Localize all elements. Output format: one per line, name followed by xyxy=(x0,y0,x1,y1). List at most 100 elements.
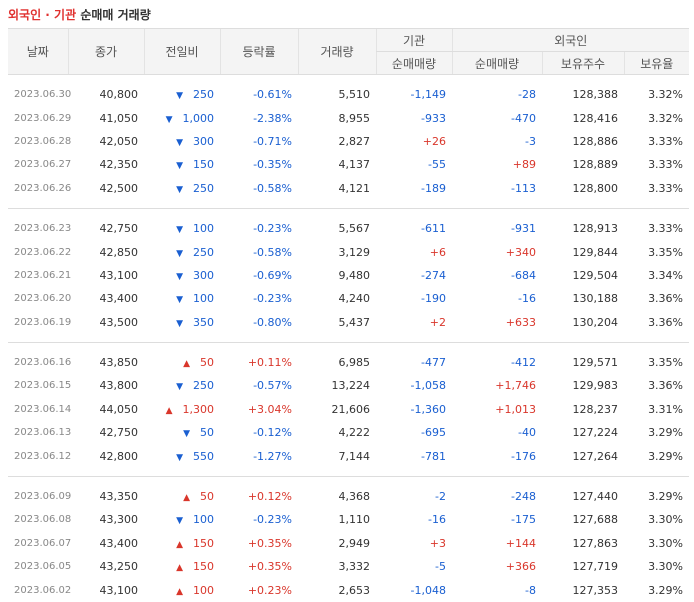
triangle-down-icon: ▼ xyxy=(176,452,183,463)
header-volume: 거래량 xyxy=(297,28,376,75)
header-change: 전일비 xyxy=(143,28,220,75)
cell-inst-net: -933 xyxy=(421,111,446,125)
cell-rate: -0.12% xyxy=(253,426,292,440)
triangle-down-icon: ▼ xyxy=(176,225,183,236)
triangle-down-icon: ▼ xyxy=(176,295,183,306)
cell-foreign-hold: 128,237 xyxy=(572,402,619,416)
table-row: 2023.06.30 40,800 ▼ 250 -0.61% 5,510 -1,149 -28… xyxy=(8,83,689,106)
cell-date: 2023.06.05 xyxy=(14,561,72,573)
cell-date: 2023.06.02 xyxy=(14,584,72,596)
table-body: 2023.06.30 40,800 ▼ 250 -0.61% 5,510 -1,149 -28… xyxy=(8,75,690,602)
group-gap xyxy=(8,477,689,485)
triangle-down-icon: ▼ xyxy=(176,91,183,102)
cell-volume: 6,985 xyxy=(338,356,371,370)
header-rate: 등락률 xyxy=(219,28,298,75)
table-row: 2023.06.12 42,800 ▼ 550 -1.27% 7,144 -781 -176 1… xyxy=(8,444,689,467)
cell-change: ▼ 550 xyxy=(144,444,220,467)
table-row: 2023.06.14 44,050 ▲ 1,300 +3.04% 21,606 -1,360… xyxy=(8,398,689,421)
cell-change-value: 100 xyxy=(193,292,214,306)
cell-foreign-ratio: 3.33% xyxy=(648,222,684,236)
cell-foreign-ratio: 3.30% xyxy=(648,560,684,574)
cell-volume: 4,240 xyxy=(338,292,371,306)
cell-foreign-hold: 127,440 xyxy=(572,490,619,504)
cell-volume: 7,144 xyxy=(338,449,371,463)
cell-volume: 21,606 xyxy=(331,402,371,416)
cell-foreign-hold: 129,983 xyxy=(572,379,619,393)
cell-change: ▼ 250 xyxy=(144,374,220,397)
triangle-up-icon: ▲ xyxy=(183,493,190,504)
triangle-up-icon: ▲ xyxy=(176,563,183,574)
cell-change: ▲ 150 xyxy=(144,555,220,578)
table-row: 2023.06.26 42,500 ▼ 250 -0.58% 4,121 -189 -113 1… xyxy=(8,177,689,200)
cell-foreign-net: -40 xyxy=(518,426,536,440)
triangle-down-icon: ▼ xyxy=(176,318,183,329)
cell-change-value: 150 xyxy=(193,158,214,172)
cell-rate: -0.71% xyxy=(253,134,292,148)
cell-change: ▼ 1,000 xyxy=(144,106,220,129)
cell-foreign-hold: 128,416 xyxy=(572,111,619,125)
triangle-up-icon: ▲ xyxy=(176,586,183,597)
cell-date: 2023.06.23 xyxy=(14,223,72,235)
cell-foreign-ratio: 3.32% xyxy=(648,111,684,125)
cell-foreign-ratio: 3.29% xyxy=(648,583,684,597)
table-row: 2023.06.27 42,350 ▼ 150 -0.35% 4,137 -55 +89 128… xyxy=(8,153,689,176)
cell-inst-net: -1,048 xyxy=(410,583,446,597)
cell-foreign-ratio: 3.33% xyxy=(648,134,684,148)
cell-change: ▲ 50 xyxy=(144,485,220,508)
cell-change: ▲ 100 xyxy=(144,578,220,601)
cell-date: 2023.06.12 xyxy=(14,450,72,462)
cell-close: 43,350 xyxy=(99,490,139,504)
cell-inst-net: -781 xyxy=(421,449,446,463)
cell-date: 2023.06.28 xyxy=(14,135,72,147)
cell-inst-net: -695 xyxy=(421,426,446,440)
cell-foreign-net: +89 xyxy=(512,158,536,172)
cell-foreign-hold: 127,719 xyxy=(572,560,619,574)
cell-foreign-ratio: 3.29% xyxy=(648,449,684,463)
table-row: 2023.06.23 42,750 ▼ 100 -0.23% 5,567 -611 -931 1… xyxy=(8,217,689,240)
cell-date: 2023.06.15 xyxy=(14,380,72,392)
cell-foreign-ratio: 3.32% xyxy=(648,88,684,102)
cell-volume: 2,653 xyxy=(338,583,371,597)
group-gap xyxy=(8,334,689,343)
cell-close: 42,350 xyxy=(99,158,139,172)
cell-rate: +3.04% xyxy=(247,402,292,416)
cell-foreign-ratio: 3.36% xyxy=(648,379,684,393)
cell-foreign-net: -28 xyxy=(518,88,536,102)
cell-change: ▼ 50 xyxy=(144,421,220,444)
cell-foreign-net: -3 xyxy=(525,134,536,148)
cell-foreign-hold: 127,863 xyxy=(572,536,619,550)
triangle-down-icon: ▼ xyxy=(165,114,173,125)
cell-rate: -0.61% xyxy=(253,88,292,102)
cell-change: ▼ 100 xyxy=(144,287,220,310)
triangle-down-icon: ▼ xyxy=(176,161,183,172)
cell-inst-net: -55 xyxy=(428,158,446,172)
page-title: 외국인 · 기관 순매매 거래량 xyxy=(8,6,151,23)
cell-date: 2023.06.09 xyxy=(14,491,72,503)
cell-date: 2023.06.19 xyxy=(14,316,72,328)
cell-change: ▲ 150 xyxy=(144,532,220,555)
triangle-down-icon: ▼ xyxy=(176,516,183,527)
cell-change-value: 50 xyxy=(200,490,214,504)
table-row: 2023.06.05 43,250 ▲ 150 +0.35% 3,332 -5 +366 127… xyxy=(8,555,689,578)
cell-inst-net: +26 xyxy=(422,134,446,148)
cell-foreign-ratio: 3.34% xyxy=(648,268,684,282)
cell-volume: 13,224 xyxy=(331,379,371,393)
cell-foreign-net: -8 xyxy=(525,583,536,597)
cell-inst-net: -477 xyxy=(421,356,446,370)
cell-change: ▼ 250 xyxy=(144,83,220,106)
triangle-down-icon: ▼ xyxy=(176,382,183,393)
cell-foreign-hold: 130,204 xyxy=(572,315,619,329)
cell-change-value: 250 xyxy=(193,379,214,393)
cell-foreign-ratio: 3.35% xyxy=(648,245,684,259)
cell-change-value: 1,000 xyxy=(182,111,215,125)
group-separator xyxy=(8,342,690,343)
cell-close: 41,050 xyxy=(99,111,139,125)
cell-inst-net: +6 xyxy=(429,245,446,259)
table-row: 2023.06.13 42,750 ▼ 50 -0.12% 4,222 -695 -40 127… xyxy=(8,421,689,444)
cell-change: ▲ 50 xyxy=(144,351,220,374)
header-inst-net: 순매매량 xyxy=(375,51,452,75)
cell-foreign-net: +366 xyxy=(505,560,536,574)
cell-volume: 9,480 xyxy=(338,268,371,282)
table-row: 2023.06.29 41,050 ▼ 1,000 -2.38% 8,955 -933 -47… xyxy=(8,106,689,129)
cell-close: 42,750 xyxy=(99,426,139,440)
